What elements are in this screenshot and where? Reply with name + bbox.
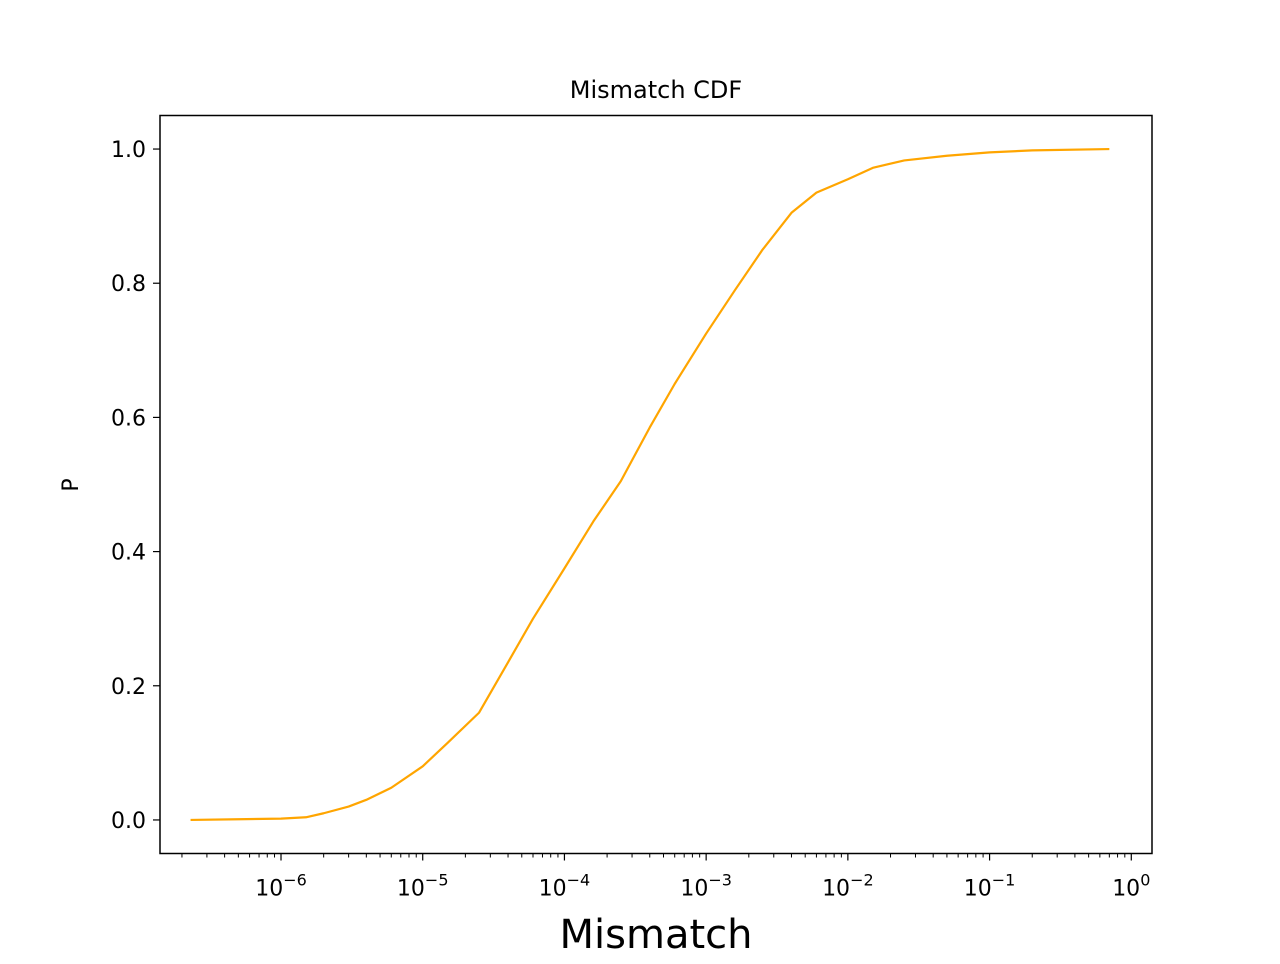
- series-line-0: [190, 147, 1110, 822]
- plot-frame: [159, 114, 1153, 855]
- y-tick-label-5: 1.0: [111, 138, 146, 163]
- y-axis: 0.0 0.2 0.4 0.6 0.8 1.0: [111, 138, 160, 834]
- y-tick-label-4: 0.8: [111, 272, 146, 297]
- x-tick-label-6: 100: [1112, 871, 1150, 902]
- y-tick-label-0: 0.0: [111, 809, 146, 834]
- y-tick-label-1: 0.2: [111, 675, 146, 700]
- x-tick-label-5: 10−1: [964, 871, 1016, 902]
- x-tick-label-4: 10−2: [822, 871, 874, 902]
- x-tick-label-2: 10−4: [539, 871, 591, 902]
- x-axis-label: Mismatch: [560, 912, 753, 958]
- plot-area: [190, 147, 1110, 822]
- x-tick-label-1: 10−5: [397, 871, 449, 902]
- x-axis: 10−6 10−5 10−4 10−3 10−2 10−1 100: [181, 853, 1150, 902]
- chart-title: Mismatch CDF: [570, 76, 742, 104]
- y-tick-label-2: 0.4: [111, 541, 146, 566]
- x-tick-label-3: 10−3: [680, 871, 732, 902]
- y-tick-label-3: 0.6: [111, 406, 146, 431]
- x-tick-label-0: 10−6: [255, 871, 307, 902]
- y-axis-label: P: [59, 478, 84, 491]
